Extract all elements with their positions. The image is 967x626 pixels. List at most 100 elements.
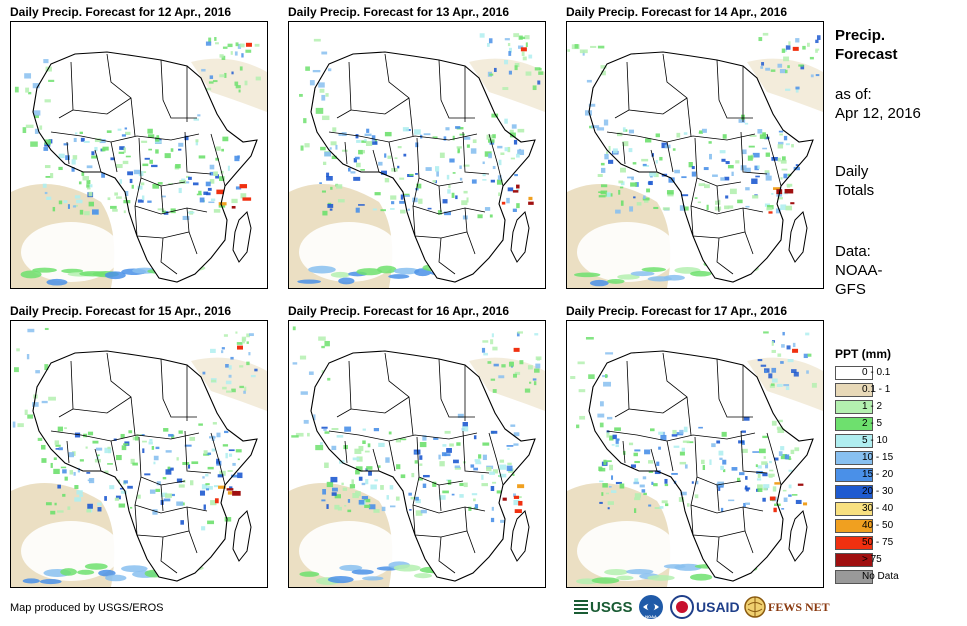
precip-cell (76, 490, 83, 495)
precip-cell (529, 381, 532, 384)
precip-cell (397, 165, 400, 169)
precip-cell (419, 441, 427, 448)
precip-cell (769, 384, 775, 388)
precip-cell (516, 153, 520, 158)
precip-cell (74, 195, 81, 199)
precip-cell (601, 492, 604, 496)
precip-cell (788, 469, 793, 472)
precip-cell (148, 441, 153, 445)
precip-cell (208, 201, 215, 204)
precip-cell (471, 493, 478, 496)
precip-cell (800, 64, 805, 70)
country-border (66, 141, 70, 165)
precip-cell (684, 206, 689, 211)
side-heading: Precip. Forecast (835, 26, 898, 64)
precip-cell (380, 485, 384, 490)
precip-cell (355, 162, 361, 168)
precip-cell (355, 466, 363, 472)
storm-band-blob (105, 574, 127, 582)
precip-cell (58, 447, 63, 451)
storm-band-blob (327, 576, 354, 584)
heavy-precip-cell (802, 502, 808, 506)
precip-cell (793, 166, 800, 171)
precip-cell (37, 437, 43, 441)
precip-cell (711, 443, 716, 448)
precip-cell (490, 517, 495, 523)
precip-cell (601, 70, 606, 76)
precip-cell (163, 428, 169, 432)
precip-cell (765, 172, 770, 176)
precip-cell (232, 462, 236, 466)
country-border (106, 53, 136, 137)
precip-cell (151, 446, 155, 450)
precip-cell (221, 55, 226, 60)
precip-cell (71, 159, 76, 165)
precip-cell (372, 208, 377, 211)
precip-cell (757, 165, 760, 169)
precip-cell (574, 44, 579, 49)
heavy-precip-cell (792, 348, 799, 353)
precip-cell (455, 195, 458, 200)
map-14-apr (566, 21, 824, 289)
precip-cell (702, 464, 706, 471)
precip-cell (362, 428, 366, 431)
usgs-logo-text: USGS (590, 598, 633, 616)
precip-cell (578, 389, 586, 393)
precip-cell (212, 80, 218, 83)
precip-cell (795, 164, 799, 167)
precip-cell (322, 161, 327, 166)
precip-cell (303, 118, 307, 124)
precip-cell (190, 480, 194, 486)
precip-cell (492, 165, 496, 170)
madagascar-coast (232, 211, 252, 263)
precip-cell (422, 435, 427, 441)
precip-cell (178, 142, 184, 147)
precip-cell (156, 481, 161, 486)
precip-cell (237, 458, 240, 461)
country-border (134, 476, 208, 514)
legend-swatch (835, 553, 873, 567)
precip-cell (131, 184, 134, 189)
country-border (50, 430, 200, 442)
precip-cell (762, 32, 769, 36)
precip-cell (42, 183, 47, 188)
precip-cell (453, 459, 459, 464)
precip-cell (662, 207, 670, 211)
precip-cell (781, 508, 785, 510)
africa-map-svg (289, 326, 545, 587)
precip-cell (606, 432, 610, 438)
storm-band-blob (689, 573, 713, 581)
precip-cell (74, 485, 79, 489)
side-data-line3: GFS (835, 281, 866, 298)
precip-cell (688, 162, 693, 168)
precip-cell (777, 144, 784, 149)
usaid-seal-icon (670, 595, 694, 619)
precip-cell (783, 56, 790, 62)
precip-cell (608, 159, 614, 164)
precip-cell (227, 470, 233, 472)
precip-cell (321, 370, 324, 374)
precip-cell (118, 151, 125, 154)
precip-cell (92, 440, 99, 444)
precip-cell (127, 485, 133, 489)
precip-cell (501, 364, 506, 368)
precip-cell (192, 182, 199, 186)
precip-cell (506, 197, 510, 204)
precip-cell (751, 178, 758, 184)
precip-cell (234, 51, 238, 56)
precip-cell (698, 426, 703, 429)
precip-cell (639, 484, 645, 488)
precip-cell (616, 132, 623, 137)
precip-cell (12, 421, 16, 428)
precip-cell (457, 413, 464, 418)
precip-cell (133, 169, 141, 175)
legend-label: > 75 (862, 554, 882, 565)
precip-cell (510, 424, 516, 427)
precip-cell (86, 187, 91, 190)
precip-cell (125, 190, 129, 196)
precip-cell (44, 191, 48, 195)
precip-cell (489, 214, 493, 218)
precip-cell (362, 150, 365, 154)
heavy-precip-cell (516, 184, 520, 189)
storm-band-blob (630, 271, 655, 277)
